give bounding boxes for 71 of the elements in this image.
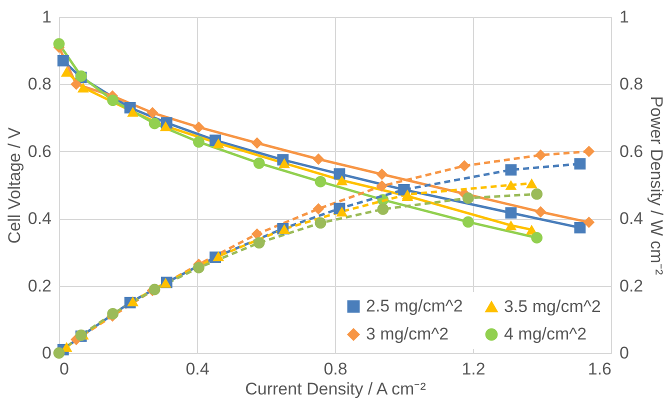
y-tick-label: 0 [42, 344, 52, 362]
point [193, 262, 204, 274]
point [336, 206, 348, 216]
point [462, 192, 474, 204]
y2-axis-title: Power Density / W cm⁻² [647, 96, 666, 276]
point [53, 38, 65, 50]
point [376, 168, 388, 180]
point [212, 251, 224, 262]
legend-label: 2.5 mg/cm^2 [366, 296, 463, 316]
point [312, 203, 324, 215]
x-axis-title: Current Density / A cm⁻² [245, 380, 426, 398]
point [505, 220, 517, 230]
legend-label: 4 mg/cm^2 [504, 324, 587, 344]
point [60, 66, 72, 77]
y-tick-label: 0.4 [28, 209, 52, 228]
point [377, 204, 389, 215]
point [251, 137, 263, 149]
point [458, 160, 470, 172]
point [77, 82, 89, 92]
y-tick-label: 1 [42, 8, 52, 26]
x-tick-label: 1.6 [588, 360, 612, 378]
point [278, 158, 290, 168]
x-tick-label: 0 [60, 360, 69, 378]
point [531, 188, 543, 200]
y-tick-label: 0.2 [28, 276, 52, 296]
point [312, 153, 324, 165]
point [583, 146, 595, 158]
point [253, 237, 265, 248]
point [107, 94, 119, 106]
point [107, 308, 119, 320]
legend-label: 3 mg/cm^2 [366, 324, 449, 344]
point [314, 217, 326, 229]
point [505, 164, 517, 176]
point [505, 180, 517, 190]
y2-tick-label: 1 [620, 8, 629, 26]
legend-label: 3.5 mg/cm^2 [504, 296, 601, 316]
point [160, 121, 172, 132]
point [127, 296, 139, 306]
point [583, 216, 595, 228]
point [193, 122, 204, 133]
y-axis-title: Cell Voltage / V [4, 126, 24, 244]
point [193, 136, 204, 148]
point [574, 158, 586, 170]
x-tick-label: 0.8 [324, 360, 348, 378]
point [336, 175, 348, 186]
point [148, 118, 160, 130]
point [531, 232, 543, 244]
point [314, 176, 326, 188]
point [127, 106, 139, 117]
point [534, 206, 546, 218]
point [334, 168, 346, 180]
point [253, 157, 265, 169]
point [574, 222, 586, 234]
point [376, 180, 388, 192]
y-tick-label: 0.6 [28, 142, 52, 161]
y2-tick-label: 0.6 [620, 142, 644, 161]
point [462, 216, 474, 228]
point [505, 207, 517, 219]
point [70, 78, 82, 90]
point [146, 107, 158, 118]
point [212, 138, 224, 148]
point [57, 54, 69, 66]
y2-tick-label: 0.8 [620, 74, 644, 94]
point [526, 178, 538, 188]
point [534, 149, 546, 161]
y2-tick-label: 0.4 [620, 209, 644, 228]
y-tick-label: 0.8 [28, 74, 52, 94]
y2-tick-label: 0.2 [620, 276, 644, 296]
x-tick-label: 1.2 [462, 360, 486, 378]
x-tick-label: 0.4 [186, 360, 210, 378]
y2-tick-label: 0 [620, 344, 629, 362]
